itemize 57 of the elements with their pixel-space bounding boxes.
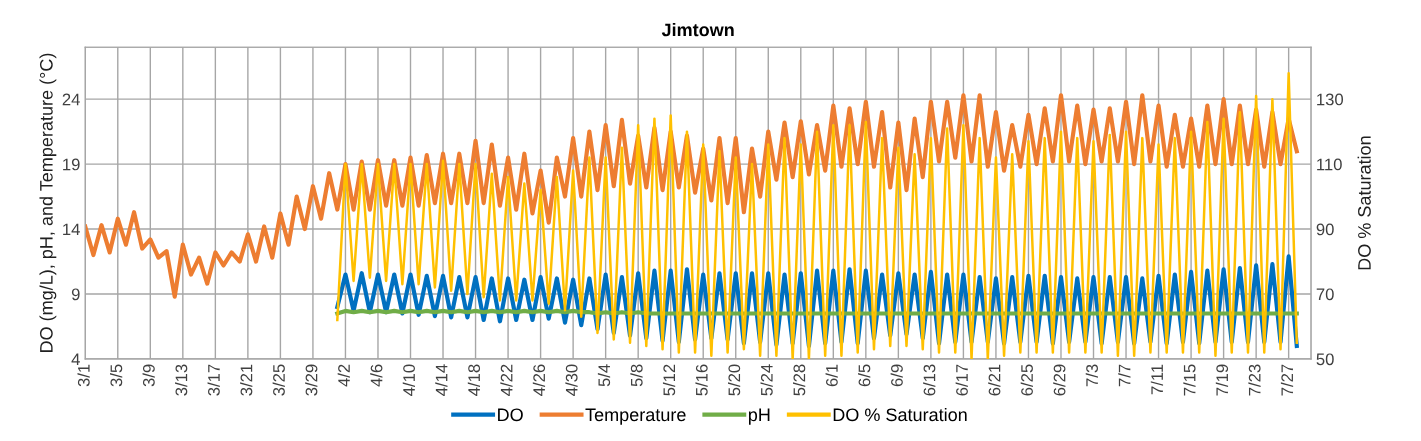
x-tick-label: 5/20	[727, 364, 741, 396]
x-tick-label: 4/2	[337, 364, 350, 387]
chart-title: Jimtown	[661, 22, 734, 37]
x-tick-label: 7/27	[1280, 364, 1294, 396]
y2-tick-label: 50	[1316, 353, 1334, 366]
y-tick-label: 4	[71, 353, 80, 366]
legend-label: DO % Saturation	[833, 407, 967, 422]
x-tick-label: 7/7	[1118, 364, 1131, 387]
x-tick-label: 3/21	[240, 364, 253, 396]
x-tick-label: 4/10	[402, 364, 415, 396]
x-tick-label: 7/23	[1248, 364, 1261, 396]
x-tick-label: 7/11	[1150, 364, 1164, 395]
y2-axis-title: DO % Saturation	[1357, 136, 1371, 270]
y-tick-label: 9	[71, 288, 80, 301]
x-tick-label: 5/4	[597, 364, 611, 387]
x-tick-label: 3/25	[272, 364, 285, 396]
x-tick-label: 6/1	[825, 364, 838, 387]
line-series	[336, 71, 1299, 359]
y2-tick-label: 110	[1317, 158, 1342, 171]
x-tick-label: 5/24	[760, 364, 773, 396]
x-tick-label: 5/28	[793, 364, 806, 396]
y-axis-title: DO (mg/L), pH, and Temperature (°C)	[39, 53, 57, 353]
legend-label: DO	[498, 408, 523, 422]
y2-tick-label: 130	[1317, 93, 1344, 106]
x-tick-label: 4/6	[370, 364, 383, 387]
legend-label: pH	[748, 408, 770, 425]
x-tick-label: 4/30	[565, 364, 578, 396]
x-tick-label: 3/17	[207, 364, 220, 396]
x-tick-label: 7/19	[1215, 364, 1229, 396]
x-tick-label: 3/29	[305, 364, 318, 396]
y-tick-label: 19	[63, 158, 80, 171]
x-tick-label: 3/9	[142, 364, 155, 387]
x-tick-label: 6/17	[955, 364, 968, 396]
y2-tick-label: 90	[1316, 223, 1334, 236]
x-tick-label: 4/26	[532, 364, 546, 396]
x-tick-label: 7/3	[1085, 364, 1098, 387]
legend-label: Temperature	[585, 408, 686, 425]
x-tick-label: 7/15	[1183, 364, 1196, 396]
x-tick-label: 6/21	[988, 364, 1001, 396]
x-tick-label: 3/13	[175, 364, 188, 396]
y-tick-label: 24	[62, 93, 80, 106]
x-tick-label: 6/9	[890, 364, 903, 387]
x-tick-label: 4/18	[467, 364, 481, 396]
x-tick-label: 6/25	[1020, 364, 1033, 396]
y-tick-label: 14	[63, 223, 80, 236]
x-tick-label: 6/5	[858, 364, 871, 387]
y2-tick-label: 70	[1316, 288, 1334, 301]
x-tick-label: 5/8	[630, 364, 643, 387]
x-tick-label: 3/1	[77, 364, 90, 387]
x-tick-label: 5/16	[695, 364, 708, 396]
x-tick-label: 5/12	[662, 364, 676, 396]
x-tick-label: 6/13	[923, 364, 936, 396]
x-tick-label: 4/22	[500, 364, 513, 396]
x-tick-label: 3/5	[110, 364, 123, 387]
x-tick-label: 4/14	[435, 364, 448, 396]
line-series	[85, 93, 1299, 299]
x-tick-label: 6/29	[1053, 364, 1066, 396]
